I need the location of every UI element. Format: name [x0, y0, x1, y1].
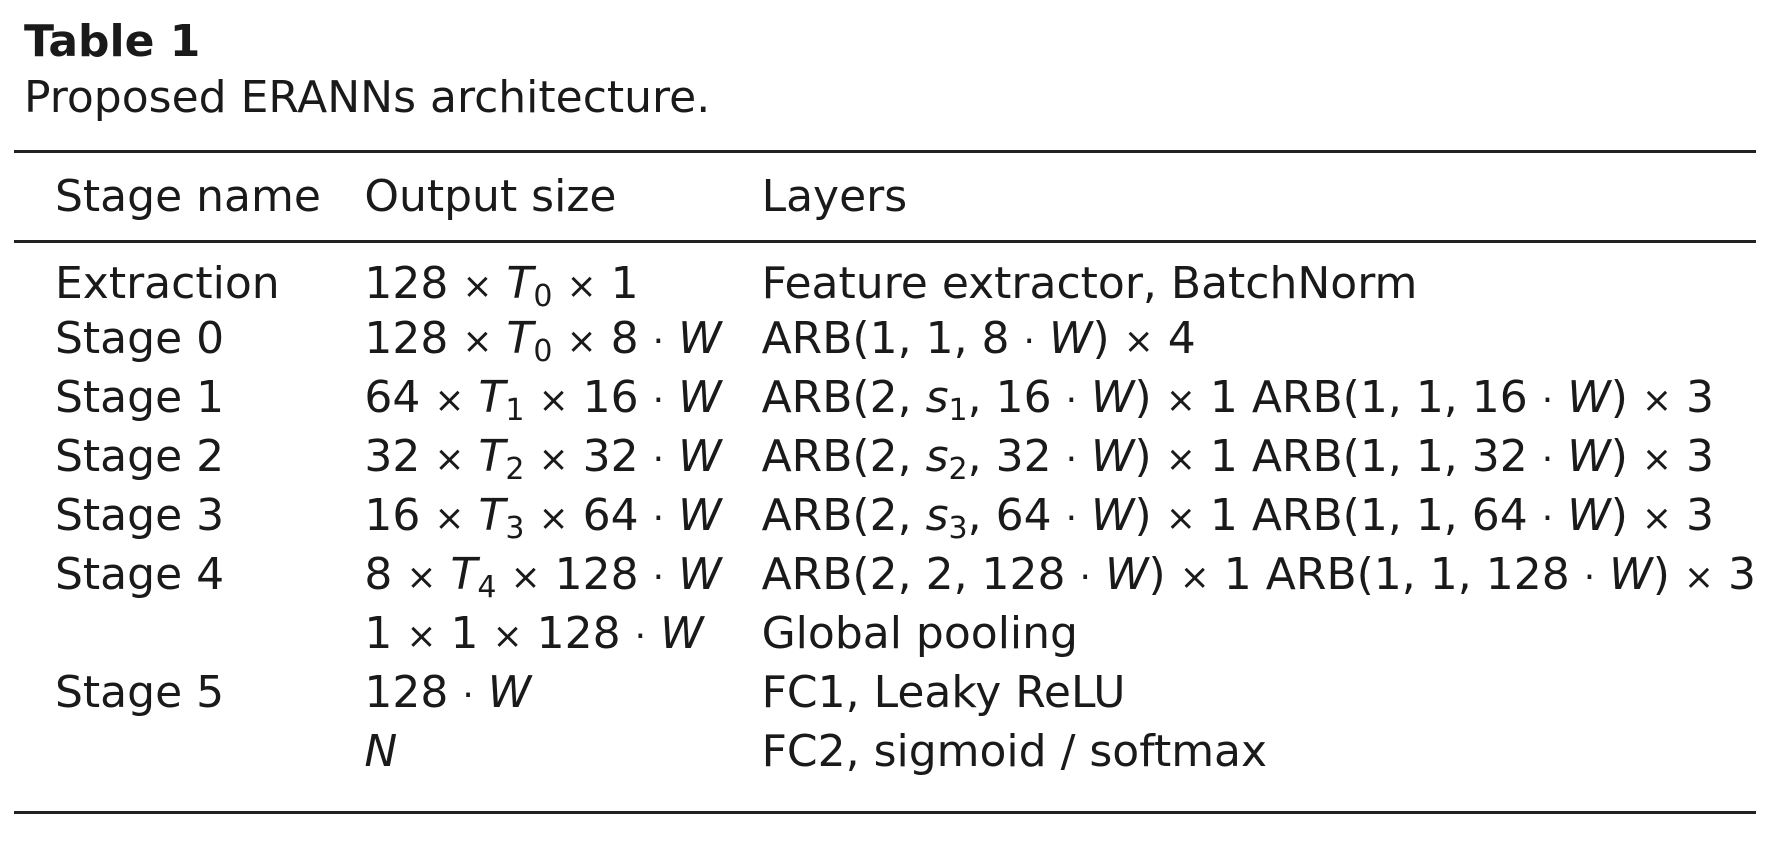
cell-layers: ARB(2, s2, 32 · W) × 1 ARB(1, 1, 32 · W)… [761, 431, 1715, 487]
cell-layers: ARB(2, s3, 64 · W) × 1 ARB(1, 1, 64 · W)… [761, 490, 1715, 546]
cell-stage-name: Stage 1 [55, 372, 225, 423]
cell-stage-name: Stage 2 [55, 431, 225, 482]
table-header-row: Stage name Output size Layers [14, 152, 1756, 240]
bottom-rule [14, 811, 1756, 814]
cell-stage-name [14, 722, 364, 781]
table-title: Table 1 [24, 16, 201, 67]
table-row: Stage 1 64 × T1 × 16 · W ARB(2, s1, 16 · W… [14, 368, 1756, 427]
cell-output-size: 32 × T2 × 32 · W [364, 431, 722, 487]
cell-stage-name [14, 604, 364, 663]
cell-layers: FC2, sigmoid / softmax [761, 726, 1268, 777]
cell-output-size: 8 × T4 × 128 · W [364, 549, 722, 605]
table-row: Stage 0 128 × T0 × 8 · W ARB(1, 1, 8 · W) … [14, 309, 1756, 368]
cell-stage-name: Stage 5 [55, 667, 225, 718]
column-header-layers: Layers [761, 170, 908, 222]
cell-layers: ARB(1, 1, 8 · W) × 4 [761, 313, 1196, 364]
table-row: Stage 2 32 × T2 × 32 · W ARB(2, s2, 32 · W… [14, 427, 1756, 486]
cell-output-size: 128 × T0 × 1 [364, 258, 639, 314]
cell-output-size: 128 × T0 × 8 · W [364, 313, 722, 369]
cell-layers: ARB(2, 2, 128 · W) × 1 ARB(1, 1, 128 · W… [761, 549, 1756, 600]
header-rule [14, 240, 1756, 243]
table-row: Stage 4 8 × T4 × 128 · W ARB(2, 2, 128 · W… [14, 545, 1756, 604]
table-row: Stage 5 128 · W FC1, Leaky ReLU [14, 663, 1756, 722]
table-row: Extraction 128 × T0 × 1 Feature extractor,… [14, 240, 1756, 314]
cell-layers: Global pooling [761, 608, 1078, 659]
cell-layers: ARB(2, s1, 16 · W) × 1 ARB(1, 1, 16 · W)… [761, 372, 1715, 428]
cell-output-size: N [364, 726, 398, 777]
cell-output-size: 16 × T3 × 64 · W [364, 490, 722, 546]
table-row: Stage 3 16 × T3 × 64 · W ARB(2, s3, 64 · W… [14, 486, 1756, 545]
cell-stage-name: Stage 4 [55, 549, 225, 600]
cell-output-size: 1 × 1 × 128 · W [364, 608, 704, 659]
cell-output-size: 128 · W [364, 667, 532, 718]
column-header-output-size: Output size [364, 170, 617, 222]
cell-stage-name: Stage 0 [55, 313, 225, 364]
table-body: Extraction 128 × T0 × 1 Feature extractor,… [14, 240, 1756, 781]
table-row: 1 × 1 × 128 · W Global pooling [14, 604, 1756, 663]
cell-stage-name: Extraction [55, 258, 280, 309]
cell-output-size: 64 × T1 × 16 · W [364, 372, 722, 428]
top-rule [14, 150, 1756, 153]
cell-layers: FC1, Leaky ReLU [761, 667, 1126, 718]
cell-stage-name: Stage 3 [55, 490, 225, 541]
column-header-stage-name: Stage name [55, 170, 321, 222]
architecture-table: Stage name Output size Layers Extraction… [14, 152, 1756, 781]
table-caption: Proposed ERANNs architecture. [24, 72, 711, 123]
table-row: N FC2, sigmoid / softmax [14, 722, 1756, 781]
cell-layers: Feature extractor, BatchNorm [761, 258, 1418, 309]
